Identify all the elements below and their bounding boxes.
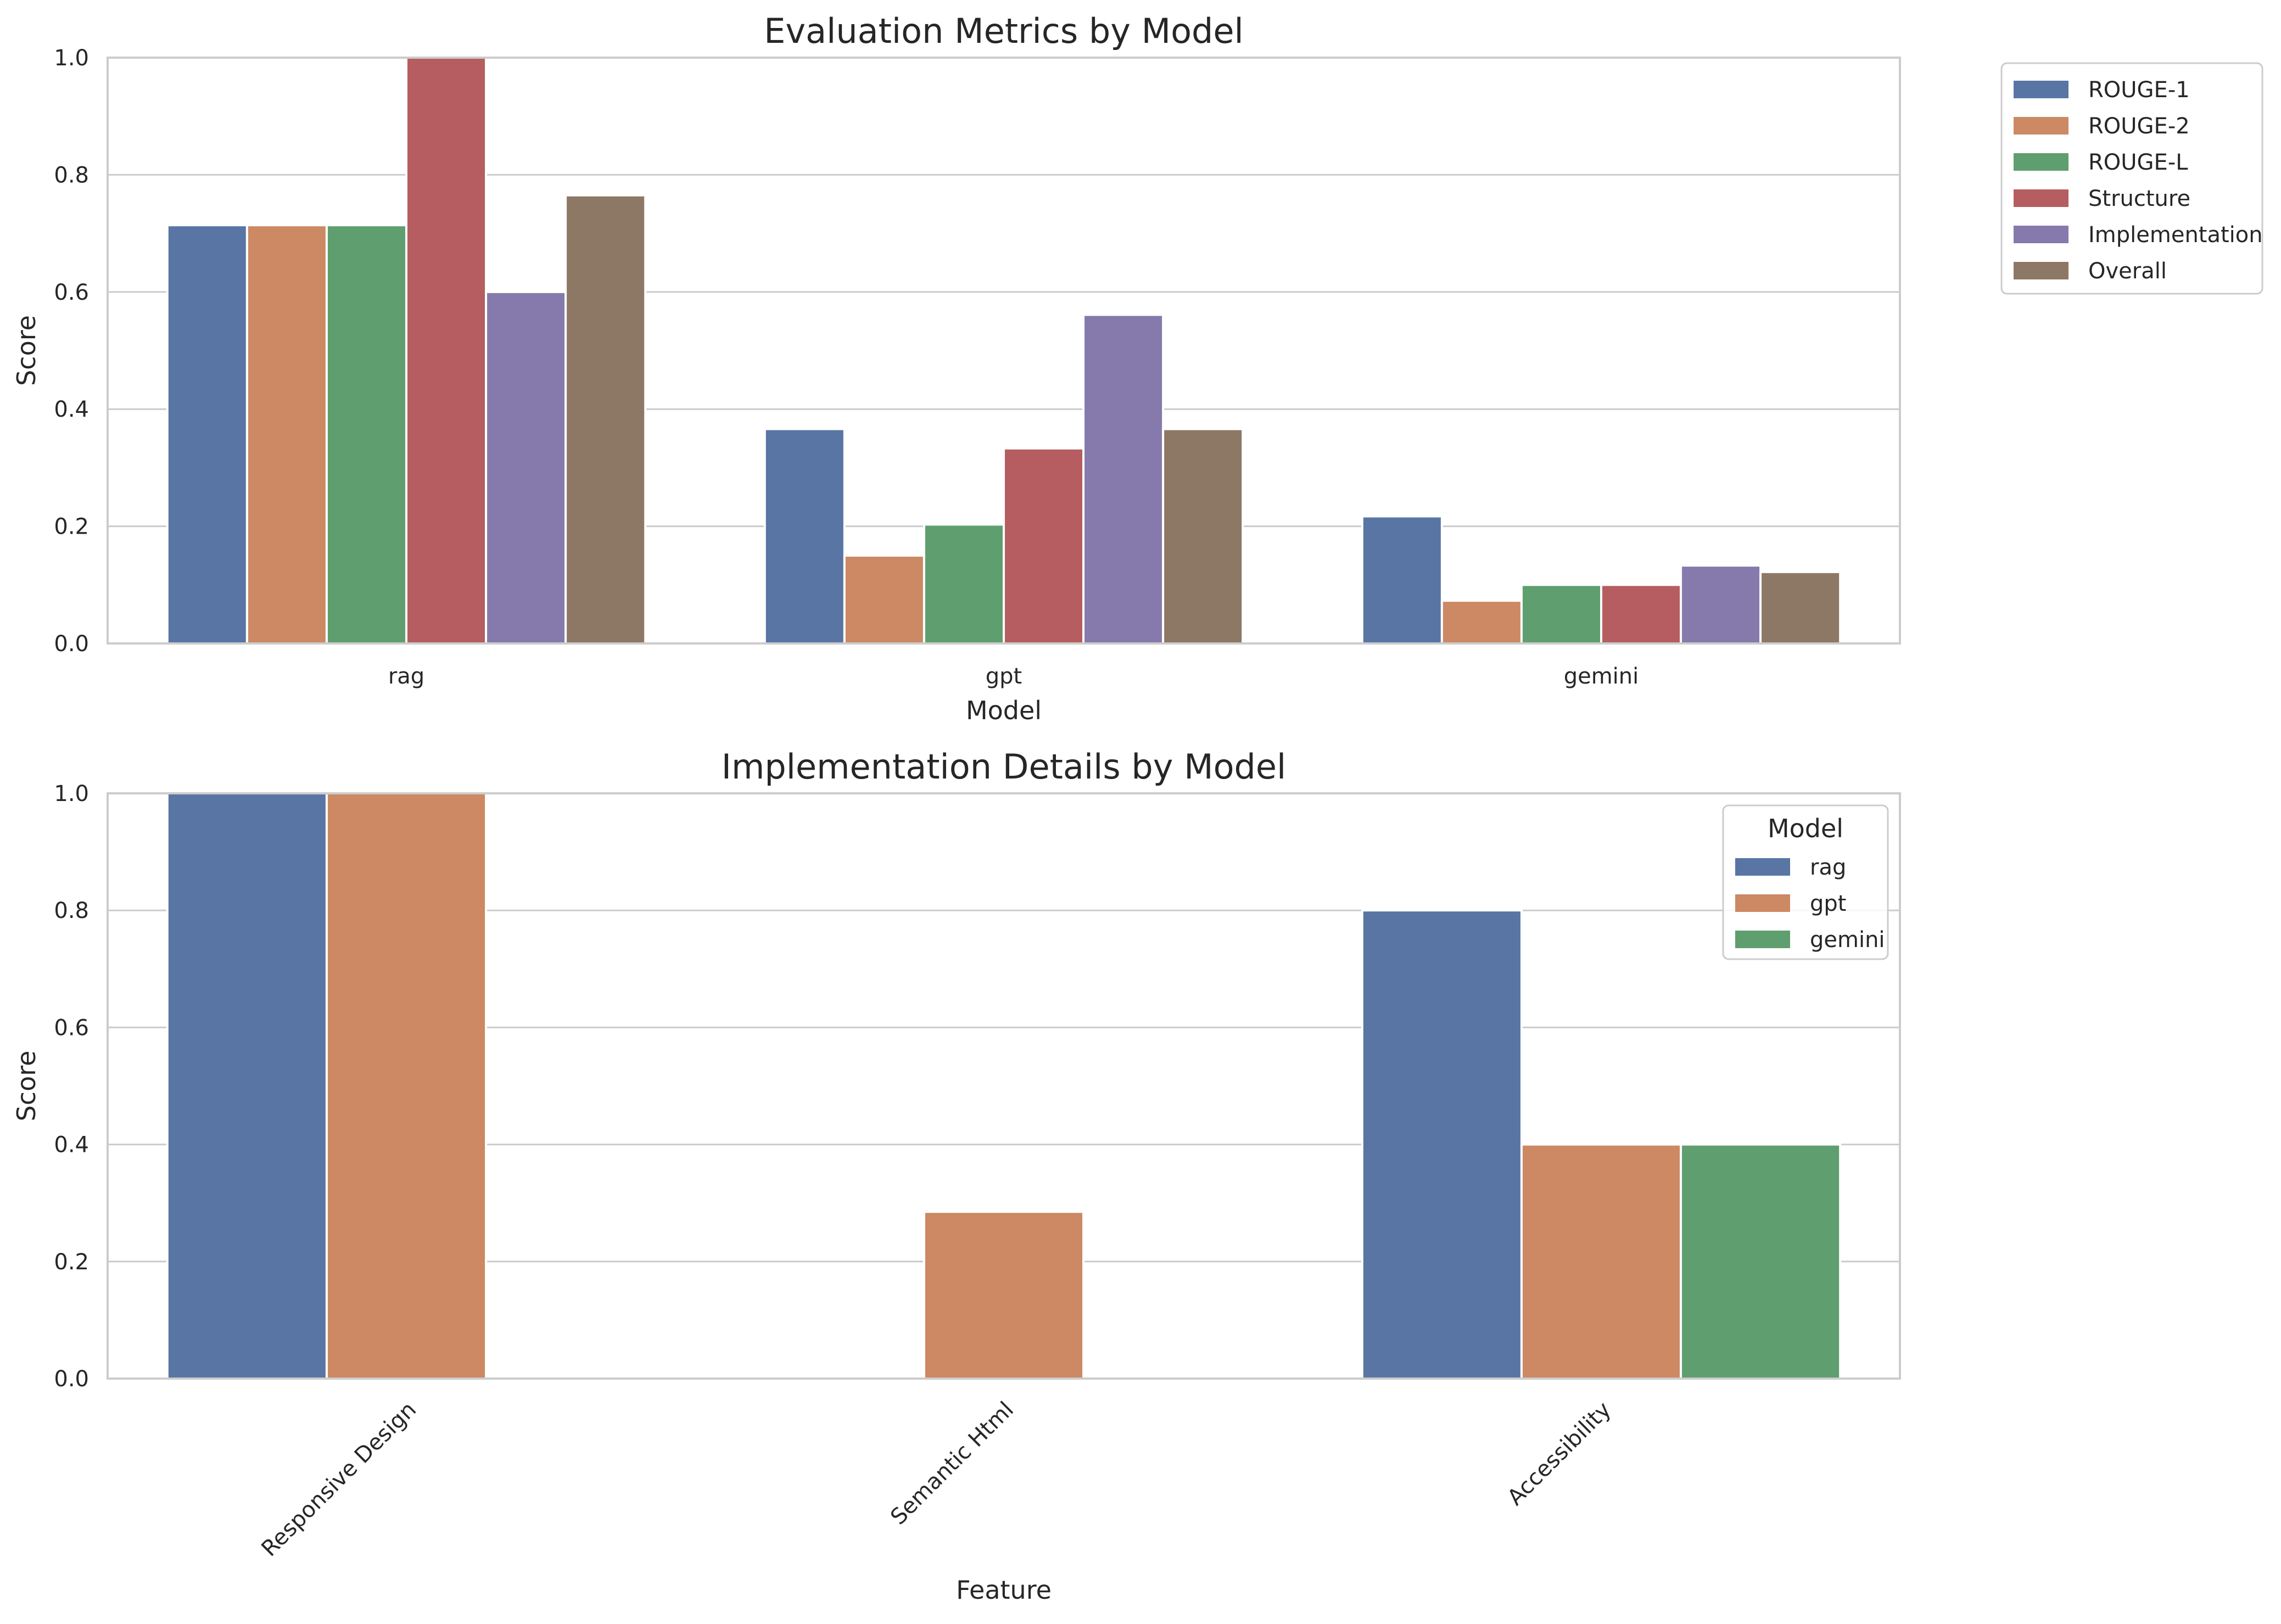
chart-title: Evaluation Metrics by Model — [764, 11, 1244, 51]
bar — [923, 523, 1005, 645]
legend-entry: rag — [1810, 855, 1846, 880]
bar — [763, 428, 846, 645]
legend-swatch — [2014, 226, 2068, 243]
y-tick-label: 1.0 — [54, 46, 89, 71]
panel-implementation-details: 0.0 0.2 0.4 0.6 0.8 1.0 Responsive Design Seman… — [12, 747, 1901, 1605]
y-tick-label: 0.8 — [54, 898, 89, 923]
legend-entry: Overall — [2088, 259, 2167, 284]
x-tick-label: gpt — [986, 664, 1022, 689]
y-tick-label: 0.0 — [54, 1367, 89, 1392]
legend-swatch — [2014, 117, 2068, 135]
bar — [1600, 584, 1682, 645]
x-tick-label: Accessibility — [1502, 1397, 1616, 1511]
plot-frame — [107, 57, 1901, 645]
bar — [1361, 515, 1443, 645]
bar — [1162, 428, 1244, 645]
bar — [1759, 570, 1842, 645]
x-tick-label: Responsive Design — [256, 1397, 421, 1562]
y-tick-label: 0.6 — [54, 1015, 89, 1040]
legend-swatch — [1735, 858, 1790, 876]
bar — [1082, 313, 1165, 645]
bar — [843, 554, 925, 645]
legend: ROUGE-1 ROUGE-2 ROUGE-L Structure Implementa… — [2000, 62, 2263, 295]
y-axis-label: Score — [12, 315, 41, 386]
legend-swatch — [2014, 262, 2068, 279]
x-tick-label: rag — [388, 664, 424, 689]
legend-swatch — [2014, 153, 2068, 171]
bar — [923, 1211, 1085, 1380]
legend-box — [1722, 804, 1889, 960]
x-axis-label: Feature — [956, 1575, 1052, 1605]
bar — [405, 57, 488, 645]
x-tick-label: gemini — [1564, 664, 1639, 689]
bar — [166, 224, 248, 645]
legend-swatch — [2014, 81, 2068, 98]
bar — [325, 224, 408, 645]
bar — [564, 194, 647, 645]
y-tick-label: 0.4 — [54, 397, 89, 422]
bar — [166, 792, 328, 1380]
y-tick-label: 0.0 — [54, 631, 89, 657]
bar — [1520, 584, 1603, 645]
bar — [485, 290, 567, 645]
legend-entry: ROUGE-2 — [2088, 114, 2190, 139]
legend-entry: gpt — [1810, 891, 1846, 916]
legend-title: Model — [1768, 814, 1843, 843]
x-axis-label: Model — [966, 696, 1042, 725]
y-tick-label: 0.2 — [54, 1250, 89, 1275]
y-tick-label: 0.6 — [54, 280, 89, 305]
bar — [1520, 1143, 1682, 1380]
legend-entry: ROUGE-L — [2088, 150, 2188, 175]
y-tick-label: 0.2 — [54, 514, 89, 540]
y-axis-label: Score — [12, 1051, 41, 1122]
bar — [1440, 600, 1523, 645]
legend-entry: ROUGE-1 — [2088, 77, 2190, 103]
bar — [1003, 447, 1085, 645]
bar — [245, 224, 328, 645]
x-tick-label: Semantic Html — [886, 1397, 1019, 1530]
bar — [1361, 909, 1523, 1380]
legend-swatch — [1735, 894, 1790, 912]
y-tick-label: 0.8 — [54, 163, 89, 188]
legend-entry: gemini — [1810, 927, 1885, 953]
bar — [1680, 1143, 1842, 1380]
legend-swatch — [1735, 931, 1790, 948]
legend-entry: Implementation — [2088, 222, 2263, 248]
legend-entry: Structure — [2088, 186, 2190, 211]
chart-title: Implementation Details by Model — [722, 747, 1287, 787]
plot-frame — [107, 792, 1901, 1380]
y-tick-label: 1.0 — [54, 781, 89, 807]
panel-evaluation-metrics: 0.0 0.2 0.4 0.6 0.8 1.0 rag gpt gemini Evaluation… — [12, 11, 2263, 725]
bar — [1680, 564, 1762, 645]
bar — [325, 792, 488, 1380]
y-tick-label: 0.4 — [54, 1133, 89, 1158]
legend: Model rag gpt gemini — [1722, 804, 1889, 960]
legend-swatch — [2014, 189, 2068, 207]
